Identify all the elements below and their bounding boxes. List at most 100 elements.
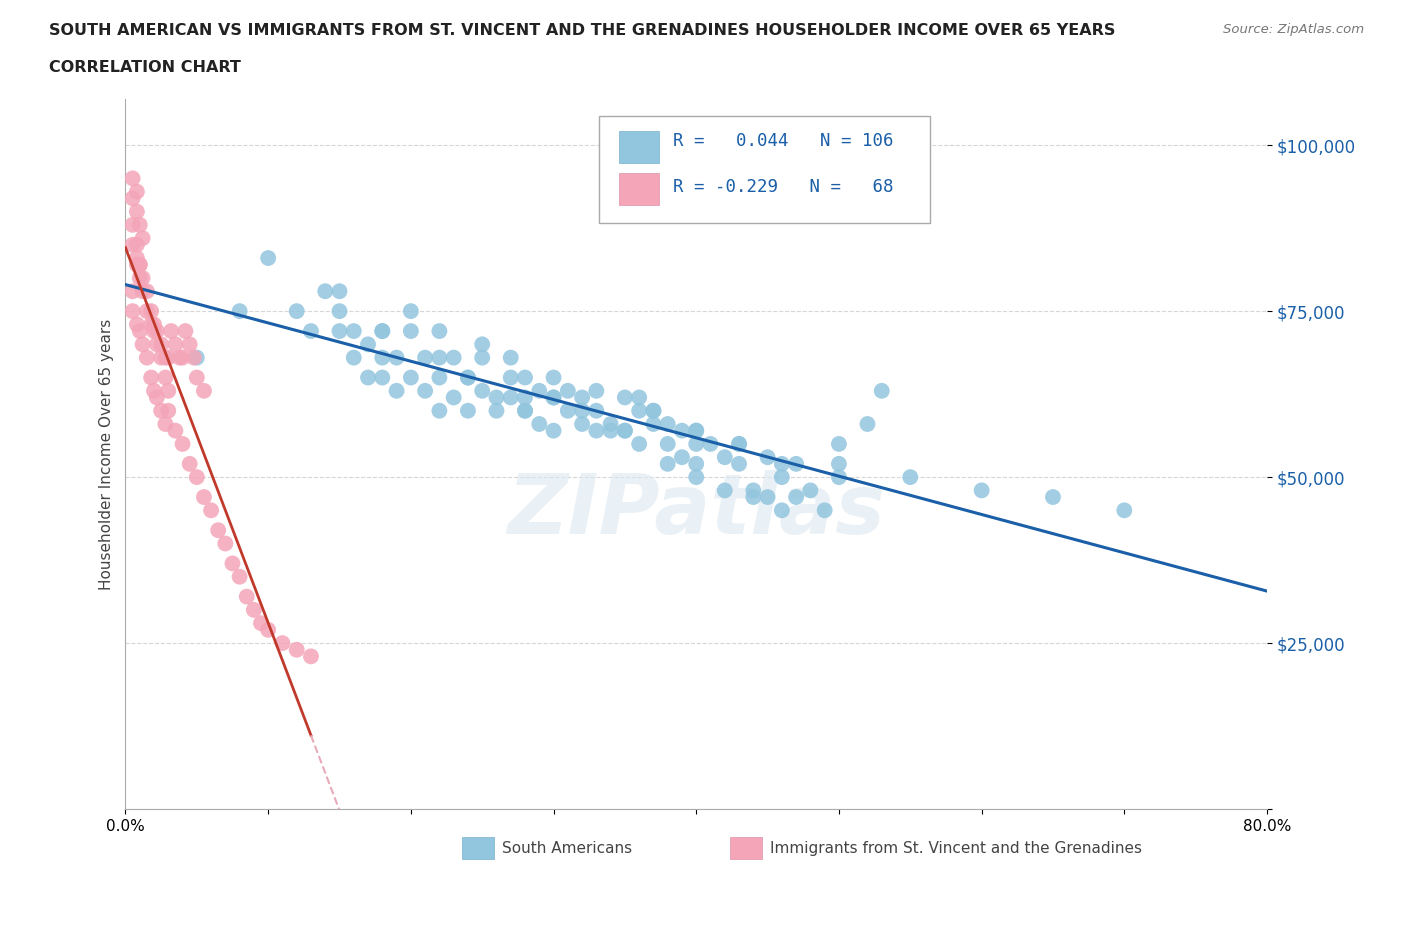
- Point: [643, 404, 665, 418]
- Text: SOUTH AMERICAN VS IMMIGRANTS FROM ST. VINCENT AND THE GRENADINES HOUSEHOLDER INC: SOUTH AMERICAN VS IMMIGRANTS FROM ST. VI…: [49, 23, 1115, 38]
- Point: [271, 636, 294, 651]
- Point: [371, 370, 394, 385]
- Point: [599, 423, 621, 438]
- Text: Source: ZipAtlas.com: Source: ZipAtlas.com: [1223, 23, 1364, 36]
- Point: [250, 616, 273, 631]
- Point: [371, 324, 394, 339]
- Point: [179, 337, 201, 352]
- Point: [585, 404, 607, 418]
- Point: [499, 370, 522, 385]
- Point: [970, 483, 993, 498]
- Point: [785, 457, 807, 472]
- Point: [131, 271, 153, 286]
- Text: South Americans: South Americans: [502, 841, 633, 856]
- Point: [599, 417, 621, 432]
- Point: [121, 284, 143, 299]
- Point: [121, 171, 143, 186]
- Point: [385, 383, 408, 398]
- Point: [128, 258, 150, 272]
- Point: [357, 337, 380, 352]
- Point: [529, 417, 551, 432]
- Point: [121, 237, 143, 252]
- Point: [471, 337, 494, 352]
- Point: [125, 237, 148, 252]
- Point: [183, 351, 205, 365]
- Point: [713, 483, 735, 498]
- Point: [131, 337, 153, 352]
- Point: [128, 324, 150, 339]
- Point: [328, 324, 350, 339]
- Point: [557, 383, 579, 398]
- Point: [571, 404, 593, 418]
- Point: [571, 417, 593, 432]
- Point: [157, 404, 180, 418]
- Text: R = -0.229   N =   68: R = -0.229 N = 68: [673, 179, 894, 196]
- Point: [165, 337, 187, 352]
- Point: [785, 489, 807, 504]
- Point: [685, 436, 707, 451]
- Point: [413, 383, 436, 398]
- Point: [543, 370, 565, 385]
- Point: [146, 337, 169, 352]
- Point: [828, 436, 851, 451]
- Point: [628, 404, 651, 418]
- Point: [328, 284, 350, 299]
- Point: [125, 258, 148, 272]
- Point: [457, 370, 479, 385]
- Text: Immigrants from St. Vincent and the Grenadines: Immigrants from St. Vincent and the Gren…: [770, 841, 1143, 856]
- Point: [585, 423, 607, 438]
- Point: [155, 417, 177, 432]
- Point: [135, 284, 157, 299]
- Point: [671, 450, 693, 465]
- Point: [770, 457, 793, 472]
- Point: [613, 423, 636, 438]
- Point: [628, 436, 651, 451]
- Point: [685, 423, 707, 438]
- Point: [299, 324, 322, 339]
- Point: [685, 423, 707, 438]
- Point: [343, 324, 366, 339]
- Point: [443, 390, 465, 405]
- Point: [236, 590, 259, 604]
- Point: [131, 231, 153, 246]
- Point: [713, 450, 735, 465]
- Point: [186, 370, 208, 385]
- Point: [513, 370, 536, 385]
- Point: [186, 351, 208, 365]
- Point: [155, 351, 177, 365]
- Point: [828, 470, 851, 485]
- Y-axis label: Householder Income Over 65 years: Householder Income Over 65 years: [100, 318, 114, 590]
- Point: [243, 603, 266, 618]
- Point: [193, 489, 215, 504]
- Point: [207, 523, 229, 538]
- Point: [141, 304, 163, 319]
- Point: [856, 417, 879, 432]
- Point: [543, 390, 565, 405]
- Point: [125, 204, 148, 219]
- Point: [643, 417, 665, 432]
- Point: [121, 218, 143, 232]
- Point: [228, 569, 250, 584]
- Point: [898, 470, 921, 485]
- Point: [143, 383, 166, 398]
- Point: [628, 390, 651, 405]
- Point: [485, 390, 508, 405]
- Point: [299, 649, 322, 664]
- Point: [1042, 489, 1064, 504]
- Point: [385, 351, 408, 365]
- Point: [742, 489, 765, 504]
- Point: [513, 390, 536, 405]
- Point: [135, 304, 157, 319]
- Point: [543, 390, 565, 405]
- Point: [146, 390, 169, 405]
- Point: [770, 470, 793, 485]
- Point: [285, 643, 308, 658]
- Point: [169, 351, 191, 365]
- Point: [613, 423, 636, 438]
- Point: [399, 324, 422, 339]
- Point: [799, 483, 821, 498]
- Bar: [619, 173, 658, 206]
- Point: [150, 351, 173, 365]
- Point: [429, 351, 451, 365]
- Point: [513, 404, 536, 418]
